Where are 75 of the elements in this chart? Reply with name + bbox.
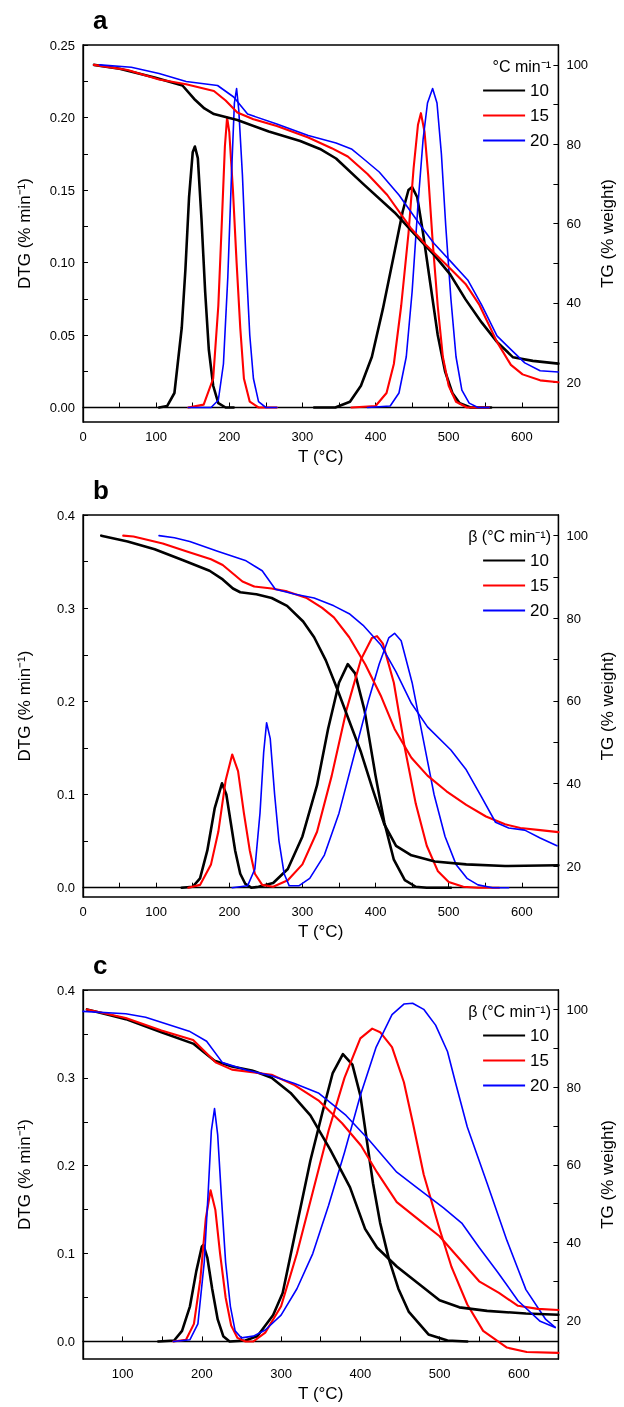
y2-tick-label: 40 [566, 1234, 581, 1250]
y-tick-label: 0.1 [56, 1246, 75, 1262]
y2-tick-label: 100 [566, 528, 589, 544]
legend-label: 20 [530, 1076, 550, 1095]
legend-label: 10 [530, 1026, 550, 1045]
y-axis-title: DTG (% min⁻¹) [15, 650, 34, 762]
y2-axis-title: TG (% weight) [598, 1120, 617, 1229]
chart-title: a [93, 5, 108, 35]
y-tick-label: 0.00 [49, 400, 75, 415]
legend-title: β (°C min⁻¹) [468, 527, 551, 545]
y2-tick-label: 40 [566, 775, 581, 791]
y-tick-label: 0.4 [56, 507, 75, 523]
legend-title: β (°C min⁻¹) [468, 1002, 551, 1020]
legend-label: 15 [530, 1051, 550, 1070]
y2-tick-label: 60 [566, 1157, 581, 1173]
y2-tick-label: 80 [566, 1079, 581, 1095]
y-tick-label: 0.2 [56, 1158, 75, 1174]
x-tick-label: 600 [510, 429, 533, 444]
x-tick-label: 100 [111, 1366, 134, 1381]
y-tick-label: 0.0 [56, 880, 75, 896]
x-tick-label: 600 [507, 1366, 530, 1381]
x-tick-label: 400 [364, 904, 387, 919]
x-tick-label: 200 [218, 904, 241, 919]
legend-label: 15 [530, 106, 550, 125]
legend-label: 20 [530, 601, 550, 620]
y2-tick-label: 20 [566, 1312, 581, 1328]
y-tick-label: 0.3 [56, 1070, 75, 1086]
x-axis-title: T (°C) [298, 922, 344, 941]
y-tick-label: 0.05 [49, 327, 75, 343]
y2-tick-label: 20 [566, 374, 581, 390]
legend-label: 15 [530, 576, 550, 595]
y2-tick-label: 80 [566, 610, 581, 626]
x-tick-label: 100 [145, 429, 167, 444]
x-tick-label: 400 [364, 429, 387, 444]
x-tick-label: 200 [218, 429, 241, 444]
x-tick-label: 100 [145, 904, 167, 919]
y-tick-label: 0.20 [49, 110, 75, 125]
y-tick-label: 0.25 [49, 37, 75, 53]
x-tick-label: 0 [79, 904, 87, 919]
legend-label: 10 [530, 551, 550, 570]
y2-axis-title: TG (% weight) [598, 651, 617, 761]
y-tick-label: 0.0 [56, 1333, 75, 1349]
y2-tick-label: 60 [566, 693, 581, 709]
y-tick-label: 0.1 [56, 787, 75, 803]
y2-tick-label: 100 [566, 57, 589, 73]
legend-label: 10 [530, 81, 550, 100]
x-tick-label: 500 [437, 904, 460, 919]
legend-label: 20 [530, 131, 550, 150]
x-tick-label: 200 [191, 1366, 213, 1381]
x-tick-label: 300 [291, 904, 314, 919]
y2-axis-title: TG (% weight) [598, 179, 617, 288]
y-tick-label: 0.2 [56, 693, 75, 709]
x-tick-label: 300 [291, 429, 314, 444]
x-tick-label: 300 [270, 1366, 292, 1381]
y2-tick-label: 20 [566, 858, 581, 874]
x-tick-label: 500 [428, 1366, 451, 1381]
x-tick-label: 400 [349, 1366, 372, 1381]
x-axis-title: T (°C) [298, 447, 344, 466]
legend-title: °C min⁻¹ [492, 57, 552, 75]
y-axis-title: DTG (% min⁻¹) [15, 1119, 34, 1230]
y-tick-label: 0.4 [56, 982, 75, 998]
x-tick-label: 600 [510, 904, 533, 919]
y2-tick-label: 40 [566, 295, 581, 311]
x-tick-label: 0 [79, 429, 87, 444]
chart-title: c [93, 950, 108, 980]
y-axis-title: DTG (% min⁻¹) [15, 178, 34, 289]
y2-tick-label: 100 [566, 1001, 589, 1017]
y-tick-label: 0.15 [49, 182, 75, 198]
x-axis-title: T (°C) [298, 1384, 344, 1403]
y-tick-label: 0.3 [56, 600, 75, 616]
x-tick-label: 500 [437, 429, 460, 444]
y2-tick-label: 60 [566, 216, 581, 232]
y-tick-label: 0.10 [49, 255, 75, 270]
y2-tick-label: 80 [566, 136, 581, 152]
chart-title: b [93, 475, 109, 505]
